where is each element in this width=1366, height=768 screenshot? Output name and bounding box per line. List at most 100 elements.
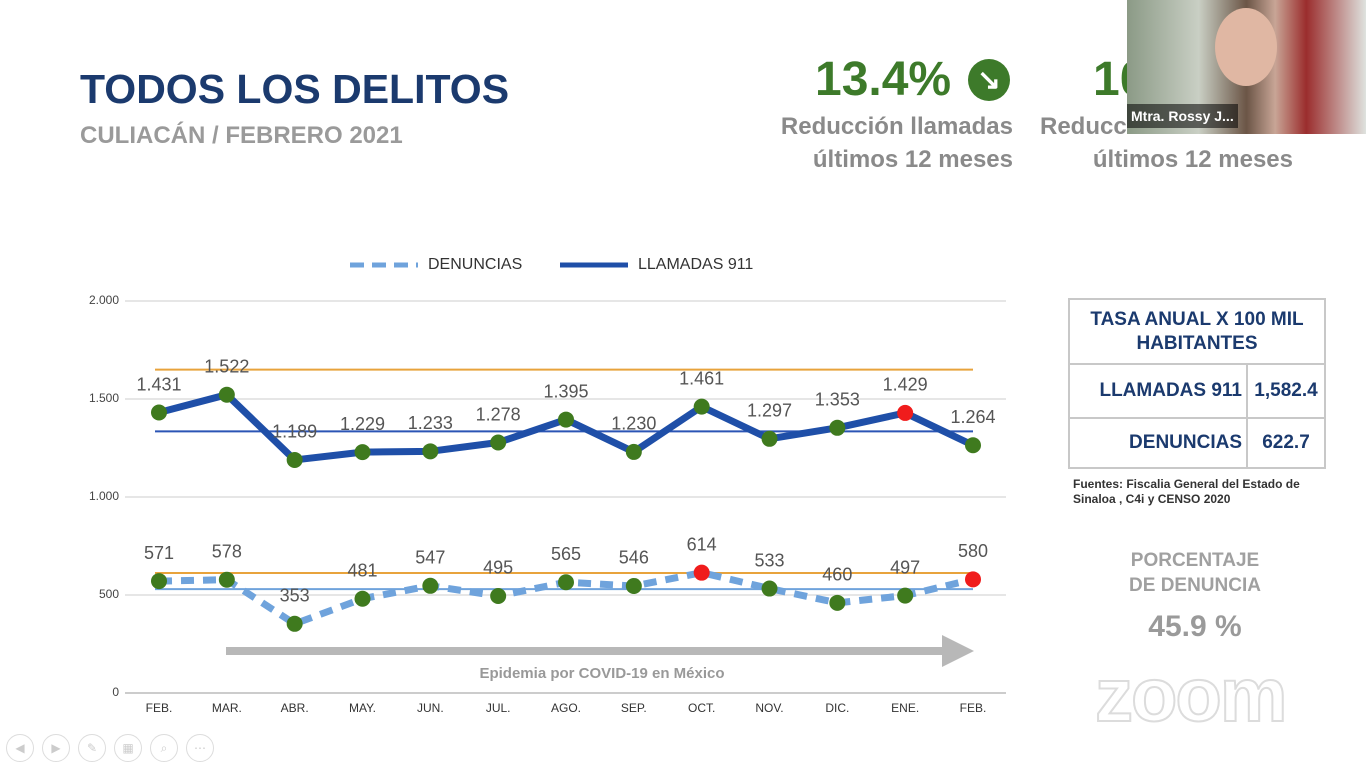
table-row: LLAMADAS 911 1,582.4	[1070, 365, 1324, 419]
kpi-value: 13.4%	[815, 53, 952, 106]
sources: Fuentes: Fiscalia General del Estado de …	[1073, 477, 1300, 506]
toolbar: ◀ ▶ ✎ ▦ ⌕ ⋯	[6, 734, 214, 762]
x-tick-label: NOV.	[755, 701, 783, 715]
x-tick-label: SEP.	[621, 701, 647, 715]
data-label: 1.297	[747, 401, 792, 421]
data-point	[897, 587, 914, 604]
table-row: DENUNCIAS 622.7	[1070, 419, 1324, 467]
y-tick-label: 0	[112, 685, 119, 699]
annotation: Epidemia por COVID-19 en México	[479, 665, 724, 682]
kpi-label-line: últimos 12 meses	[1092, 146, 1293, 173]
kpi-label-line: últimos 12 meses	[812, 146, 1013, 173]
x-tick-label: DIC.	[825, 701, 849, 715]
next-button[interactable]: ▶	[42, 734, 70, 762]
table-cell: DENUNCIAS	[1070, 419, 1248, 467]
data-label: 546	[619, 548, 649, 568]
pen-button[interactable]: ✎	[78, 734, 106, 762]
data-label: 497	[890, 557, 920, 577]
x-tick-label: FEB.	[960, 701, 987, 715]
y-tick-label: 1.500	[89, 391, 119, 405]
data-label: 1.189	[272, 422, 317, 442]
data-point	[965, 437, 981, 454]
zoom-button[interactable]: ⌕	[150, 734, 178, 762]
x-tick-label: ABR.	[281, 701, 309, 715]
data-point	[693, 564, 710, 581]
data-label: 580	[958, 541, 988, 561]
table-cell: 1,582.4	[1254, 380, 1318, 401]
data-label: 1.233	[408, 413, 453, 433]
x-tick-label: JUN.	[417, 701, 444, 715]
more-button[interactable]: ⋯	[186, 734, 214, 762]
kpi-icon: ↘	[968, 59, 1010, 101]
prev-button[interactable]: ◀	[6, 734, 34, 762]
data-point	[218, 571, 235, 588]
percentage-line: DE DENUNCIA	[1129, 575, 1261, 596]
data-point	[897, 404, 914, 421]
data-label: 1.429	[883, 375, 928, 395]
kpi-label: Reducción llamadas últimos 12 meses	[760, 110, 1013, 176]
y-tick-label: 500	[99, 587, 119, 601]
video-tile[interactable]: Mtra. Rossy J...	[1127, 0, 1366, 134]
x-tick-label: AGO.	[551, 701, 581, 715]
data-point	[490, 434, 507, 451]
data-point	[422, 443, 439, 460]
participant-face	[1215, 8, 1277, 86]
table-cell: LLAMADAS 911	[1070, 365, 1248, 417]
data-label: 533	[754, 550, 784, 570]
data-label: 1.461	[679, 368, 724, 388]
data-label: 1.522	[204, 356, 249, 376]
data-point	[625, 577, 642, 594]
data-label: 571	[144, 543, 174, 563]
data-point	[354, 590, 371, 607]
data-label: 578	[212, 541, 242, 561]
data-point	[354, 444, 371, 461]
x-tick-label: FEB.	[146, 701, 173, 715]
slides-button[interactable]: ▦	[114, 734, 142, 762]
rate-table: TASA ANUAL X 100 MIL HABITANTES LLAMADAS…	[1068, 298, 1326, 469]
data-label: 1.264	[950, 407, 995, 427]
data-point	[422, 577, 439, 594]
zoom-watermark: zoom	[1094, 652, 1288, 739]
slide-subtitle: CULIACÁN / FEBRERO 2021	[80, 122, 403, 149]
data-label: 547	[415, 548, 445, 568]
data-label: 565	[551, 544, 581, 564]
data-point	[151, 404, 167, 421]
data-point	[151, 573, 167, 590]
percentage-line: PORCENTAJE	[1130, 550, 1260, 571]
legend-label: DENUNCIAS	[428, 256, 522, 273]
data-label: 1.431	[136, 374, 181, 394]
participant-name: Mtra. Rossy J...	[1127, 104, 1238, 128]
data-label: 481	[347, 560, 377, 580]
data-point	[490, 587, 507, 604]
percentage-value: 45.9 %	[1148, 610, 1242, 643]
data-label: 1.230	[611, 414, 656, 434]
data-label: 460	[822, 565, 852, 585]
data-label: 1.229	[340, 414, 385, 434]
data-point	[829, 594, 846, 611]
data-point	[965, 571, 981, 588]
data-label: 1.353	[815, 390, 860, 410]
slide-title: TODOS LOS DELITOS	[80, 66, 510, 112]
table-cell: 622.7	[1262, 432, 1310, 453]
data-point	[218, 386, 235, 403]
percentage-label: PORCENTAJE DE DENUNCIA	[1090, 548, 1300, 598]
y-tick-label: 1.000	[89, 489, 119, 503]
data-point	[286, 451, 303, 468]
data-point	[693, 398, 710, 415]
x-tick-label: MAR.	[212, 701, 242, 715]
data-point	[286, 615, 303, 632]
data-label: 353	[280, 586, 310, 606]
x-tick-label: ENE.	[891, 701, 919, 715]
x-tick-label: MAY.	[349, 701, 376, 715]
legend-label: LLAMADAS 911	[638, 256, 753, 273]
data-label: 1.278	[476, 404, 521, 424]
kpi-label-line: Reducción llamadas	[780, 113, 1013, 140]
table-title: TASA ANUAL X 100 MIL HABITANTES	[1070, 300, 1324, 365]
data-label: 1.395	[543, 381, 588, 401]
data-point	[558, 411, 574, 428]
x-tick-label: OCT.	[688, 701, 715, 715]
data-point	[761, 430, 778, 447]
data-point	[761, 580, 778, 597]
x-tick-label: JUL.	[486, 701, 511, 715]
